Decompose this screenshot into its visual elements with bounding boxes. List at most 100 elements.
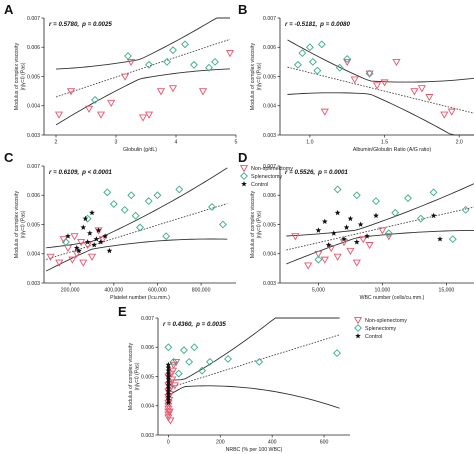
legend-label-splenectomy: Splenectomy xyxy=(365,326,396,332)
splenectomy-point xyxy=(136,223,144,232)
regression-line xyxy=(286,206,474,251)
y-axis-label-line2: |η|γ=0 (Pas) xyxy=(21,62,27,90)
y-axis-label: Modulus of complex viscosity |η|γ=0 (Pas) xyxy=(128,343,141,411)
non-splenectomy-point xyxy=(359,236,368,244)
panel-label: A xyxy=(4,2,14,17)
splenectomy-point xyxy=(293,60,302,69)
y-tick-label: 0.004 xyxy=(27,252,40,258)
control-point xyxy=(343,224,350,230)
control-point xyxy=(165,376,172,382)
control-point xyxy=(165,388,172,394)
splenectomy-point xyxy=(109,200,118,208)
control-point xyxy=(437,236,443,242)
stat-p: p < 0.0001 xyxy=(81,169,112,176)
stat-p: p = 0.0025 xyxy=(81,21,112,28)
splenectomy-point xyxy=(305,43,314,52)
stat-r: r = 0.4360, xyxy=(163,321,193,328)
control-point xyxy=(95,227,102,233)
stat-text: r = -0.5181, p = 0.0080 xyxy=(285,21,350,28)
y-axis-label: Modulus of complex viscosity |η|γ=0 (Pas) xyxy=(14,191,27,259)
y-tick-label: 0.007 xyxy=(263,16,276,22)
non-splenectomy-point xyxy=(346,247,355,256)
y-tick-label: 0.003 xyxy=(27,281,40,287)
non-splenectomy-point xyxy=(63,244,73,253)
splenectomy-point xyxy=(169,46,177,55)
non-splenectomy-point xyxy=(107,99,116,108)
y-axis-label: Modulus of complex viscosity |η|γ=0 (Pas) xyxy=(250,43,263,111)
non-splenectomy-point xyxy=(166,417,175,425)
panel-c: C 0.003 0.004 0.005 0.006 0.007 200,000 400,000… xyxy=(4,150,293,301)
non-splenectomy-point xyxy=(84,105,94,113)
legend-marker-splenectomy xyxy=(354,324,362,332)
x-tick-label: 400,000 xyxy=(104,288,123,294)
y-tick-label: 0.006 xyxy=(27,45,40,51)
panel-d: D 0.003 0.004 0.005 0.006 0.007 5,000 10,000 15,… xyxy=(238,150,474,301)
panel-label: E xyxy=(118,304,127,319)
y-axis-label-line2: |η|γ=0 (Pas) xyxy=(257,62,263,90)
y-tick-label: 0.006 xyxy=(263,193,276,199)
splenectomy-point xyxy=(372,197,380,206)
ci-upper-line xyxy=(287,39,474,83)
non-splenectomy-point xyxy=(365,70,374,78)
splenectomy-point xyxy=(61,238,70,246)
splenectomy-point xyxy=(180,346,188,355)
x-axis-label: WBC number (cells/cu.mm.) xyxy=(360,295,425,301)
x-tick-label: 4 xyxy=(175,140,178,146)
control-point xyxy=(347,215,354,222)
non-splenectomy-point xyxy=(417,85,426,93)
control-point xyxy=(165,373,172,379)
non-splenectomy-point xyxy=(380,79,389,87)
control-point xyxy=(89,209,95,216)
y-axis-label-line1: Modulus of complex viscosity xyxy=(250,43,256,111)
non-splenectomy-point xyxy=(170,382,179,390)
legend-label-splenectomy: Splenectomy xyxy=(251,174,282,180)
splenectomy-point xyxy=(205,63,213,72)
ci-upper-line xyxy=(55,17,230,70)
x-tick-label: 0 xyxy=(167,440,170,446)
splenectomy-point xyxy=(190,343,199,352)
ci-lower-line xyxy=(45,238,228,272)
stat-r: r = 0.5780, xyxy=(49,21,79,28)
splenectomy-point xyxy=(391,208,400,217)
splenectomy-point xyxy=(218,220,227,229)
control-point xyxy=(165,370,172,376)
non-splenectomy-point xyxy=(68,256,77,264)
x-tick-label: 600,000 xyxy=(148,288,167,294)
x-tick-label: 800,000 xyxy=(192,288,211,294)
non-splenectomy-point xyxy=(365,242,374,250)
non-splenectomy-point xyxy=(120,73,130,81)
x-tick-label: 600 xyxy=(320,440,329,446)
non-splenectomy-point xyxy=(168,85,178,93)
legend-label-control: Control xyxy=(251,182,268,188)
y-tick-label: 0.004 xyxy=(263,104,276,110)
splenectomy-point xyxy=(190,60,198,69)
non-splenectomy-point xyxy=(447,108,456,116)
y-tick-label: 0.007 xyxy=(27,16,40,22)
control-point xyxy=(364,233,370,239)
x-tick-label: 3 xyxy=(115,140,118,146)
control-point xyxy=(106,247,113,254)
splenectomy-point xyxy=(205,357,214,366)
splenectomy-point xyxy=(144,197,153,206)
splenectomy-point xyxy=(127,191,136,200)
y-axis-label-line1: Modulus of complex viscosity xyxy=(250,191,256,259)
control-point xyxy=(86,230,93,236)
control-point xyxy=(82,215,89,222)
stat-text: r = 0.5526, p = 0.0001 xyxy=(285,169,348,176)
y-tick-label: 0.006 xyxy=(27,193,40,199)
splenectomy-point xyxy=(164,343,173,352)
non-splenectomy-point xyxy=(83,242,92,250)
y-axis-label-line2: |η|γ=0 (Pas) xyxy=(135,362,141,390)
splenectomy-point xyxy=(120,205,129,214)
splenectomy-point xyxy=(314,255,323,264)
non-splenectomy-point xyxy=(169,361,178,370)
splenectomy-point xyxy=(255,357,264,366)
x-tick-label: 2.0 xyxy=(456,140,463,146)
non-splenectomy-point xyxy=(314,250,323,258)
control-point xyxy=(65,233,71,239)
splenectomy-point xyxy=(181,40,189,49)
non-splenectomy-point xyxy=(291,233,300,241)
control-point xyxy=(430,212,437,219)
non-splenectomy-point xyxy=(70,233,79,241)
non-splenectomy-point xyxy=(165,408,174,416)
